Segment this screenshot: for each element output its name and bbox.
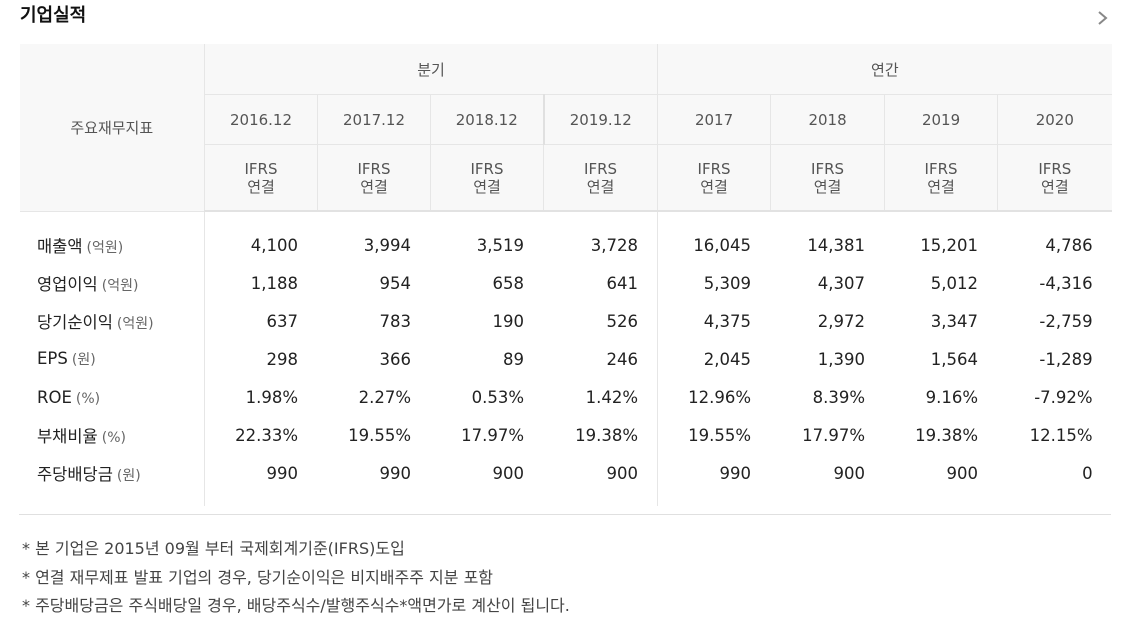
- table-cell: 12.15%: [1029, 425, 1093, 445]
- table-bottom-divider: [19, 514, 1111, 515]
- table-cell: 12.96%: [657, 378, 771, 416]
- indicator-header: 주요재무지표: [19, 44, 205, 212]
- ifrs-label: IFRS 연결: [770, 144, 885, 212]
- period-header: 2018: [770, 94, 885, 145]
- table-cell: 3,994: [363, 235, 411, 255]
- period-header: 2020: [997, 94, 1112, 145]
- table-cell: 190: [492, 311, 525, 331]
- table-cell: 19.38%: [575, 425, 639, 445]
- table-cell: 5,309: [657, 264, 771, 302]
- table-cell: 9.16%: [925, 387, 979, 407]
- annual-header: 연간: [657, 44, 1112, 95]
- table-cell: 526: [606, 311, 639, 331]
- table-cell: 5,012: [930, 273, 979, 293]
- chevron-right-icon[interactable]: [1093, 6, 1113, 30]
- ifrs-label: IFRS 연결: [430, 144, 544, 212]
- period-header: 2018.12: [430, 94, 544, 145]
- row-label: 주당배당금 (원): [37, 465, 141, 484]
- period-header: 2019.12: [542, 94, 658, 145]
- table-cell: 900: [606, 463, 639, 483]
- financial-performance-table: 주요재무지표 분기 연간 2016.12 2017.12 2018.12 201…: [19, 44, 1112, 506]
- table-cell: 8.39%: [812, 387, 866, 407]
- table-row: 주당배당금 (원) 990 990 900 900 990 900 900 0: [20, 454, 1112, 492]
- table-row: 매출액 (억원) 4,100 3,994 3,519 3,728 16,045 1…: [20, 226, 1112, 264]
- ifrs-label: IFRS 연결: [204, 144, 318, 212]
- footnote: * 본 기업은 2015년 09월 부터 국제회계기준(IFRS)도입: [22, 539, 405, 558]
- table-cell: 1.42%: [585, 387, 639, 407]
- table-cell: 4,375: [657, 302, 771, 340]
- table-row: 부채비율 (%) 22.33% 19.55% 17.97% 19.38% 19.5…: [20, 416, 1112, 454]
- table-cell: 637: [204, 302, 318, 340]
- table-cell: 900: [946, 463, 979, 483]
- ifrs-label: IFRS 연결: [657, 144, 771, 212]
- table-cell: 2.27%: [358, 387, 411, 407]
- row-label: 부채비율 (%): [37, 427, 126, 446]
- period-header: 2017: [657, 94, 771, 145]
- table-cell: 3,347: [930, 311, 979, 331]
- table-cell: 14,381: [807, 235, 866, 255]
- table-row: ROE (%) 1.98% 2.27% 0.53% 1.42% 12.96% 8.…: [20, 378, 1112, 416]
- table-row: 영업이익 (억원) 1,188 954 658 641 5,309 4,307 5…: [20, 264, 1112, 302]
- table-cell: 22.33%: [204, 416, 318, 454]
- table-cell: 4,307: [817, 273, 866, 293]
- ifrs-label: IFRS 연결: [884, 144, 998, 212]
- table-cell: 1,390: [817, 349, 866, 369]
- footnote: * 주당배당금은 주식배당일 경우, 배당주식수/발행주식수*액면가로 계산이 …: [22, 596, 570, 615]
- table-cell: 3,728: [590, 235, 639, 255]
- footnotes: * 본 기업은 2015년 09월 부터 국제회계기준(IFRS)도입 * 연결…: [22, 535, 570, 621]
- table-cell: 19.38%: [915, 425, 979, 445]
- table-cell: -4,316: [1039, 273, 1093, 293]
- period-header: 2017.12: [317, 94, 431, 145]
- ifrs-label: IFRS 연결: [997, 144, 1112, 212]
- table-cell: 4,786: [1045, 235, 1093, 255]
- table-cell: 990: [379, 463, 412, 483]
- table-cell: 366: [379, 349, 412, 369]
- table-cell: 19.55%: [657, 416, 771, 454]
- table-cell: 954: [379, 273, 412, 293]
- table-cell: 19.55%: [348, 425, 411, 445]
- table-row: 당기순이익 (억원) 637 783 190 526 4,375 2,972 3,…: [20, 302, 1112, 340]
- table-cell: 298: [204, 340, 318, 378]
- table-row: EPS (원) 298 366 89 246 2,045 1,390 1,564 …: [20, 340, 1112, 378]
- table-cell: 3,519: [476, 235, 524, 255]
- table-cell: 1.98%: [204, 378, 318, 416]
- table-cell: -7.92%: [1034, 387, 1093, 407]
- table-cell: 900: [492, 463, 525, 483]
- section-title: 기업실적: [20, 5, 87, 26]
- table-cell: 17.97%: [802, 425, 866, 445]
- table-cell: 17.97%: [461, 425, 524, 445]
- table-cell: 641: [606, 273, 639, 293]
- table-cell: 2,045: [657, 340, 771, 378]
- period-header: 2016.12: [204, 94, 318, 145]
- table-cell: 900: [833, 463, 866, 483]
- quarterly-header: 분기: [203, 44, 658, 95]
- ifrs-label: IFRS 연결: [317, 144, 431, 212]
- table-cell: 246: [606, 349, 639, 369]
- table-cell: 0.53%: [471, 387, 524, 407]
- table-cell: 2,972: [817, 311, 866, 331]
- footnote: * 연결 재무제표 발표 기업의 경우, 당기순이익은 비지배주주 지분 포함: [22, 567, 494, 587]
- row-label: EPS (원): [37, 349, 96, 368]
- table-cell: 0: [1082, 463, 1093, 483]
- table-cell: -2,759: [1039, 311, 1093, 331]
- table-cell: -1,289: [1039, 349, 1093, 369]
- row-label: 당기순이익 (억원): [37, 313, 154, 332]
- row-label: ROE (%): [37, 387, 101, 407]
- table-cell: 1,564: [930, 349, 979, 369]
- row-label: 영업이익 (억원): [37, 275, 139, 294]
- table-cell: 783: [379, 311, 412, 331]
- ifrs-label: IFRS 연결: [542, 144, 658, 212]
- table-cell: 658: [492, 273, 525, 293]
- table-cell: 15,201: [920, 235, 979, 255]
- table-cell: 89: [503, 349, 524, 369]
- period-header: 2019: [884, 94, 998, 145]
- table-cell: 990: [204, 454, 318, 492]
- table-cell: 1,188: [204, 264, 318, 302]
- table-cell: 16,045: [657, 226, 771, 264]
- table-cell: 4,100: [204, 226, 318, 264]
- row-label: 매출액 (억원): [37, 237, 124, 256]
- table-cell: 990: [657, 454, 771, 492]
